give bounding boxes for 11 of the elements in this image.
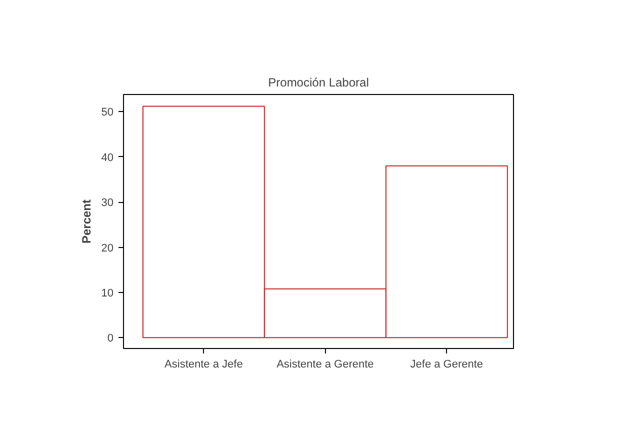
y-tick-label: 50 — [101, 106, 114, 119]
chart-title: Promoción Laboral — [268, 76, 369, 90]
y-tick-label: 0 — [107, 332, 114, 345]
y-tick-label: 30 — [101, 197, 114, 210]
y-tick-label: 40 — [101, 152, 114, 164]
x-tick-label: Asistente a Gerente — [276, 358, 374, 370]
y-tick-label: 20 — [101, 242, 114, 254]
y-axis-title: Percent — [79, 199, 94, 244]
y-tick-label: 10 — [101, 287, 114, 300]
x-tick-label: Asistente a Jefe — [164, 358, 243, 370]
x-tick-label: Jefe a Gerente — [410, 358, 484, 370]
